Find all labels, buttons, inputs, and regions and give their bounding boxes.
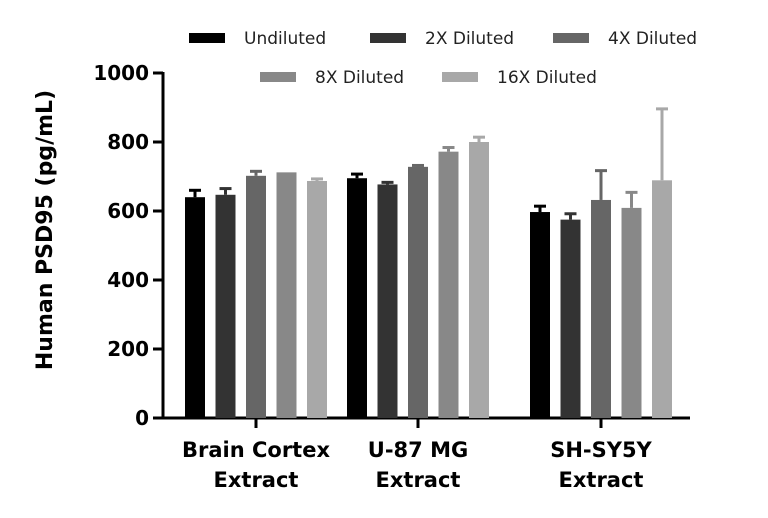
y-tick-label: 600	[107, 199, 149, 223]
bar	[307, 180, 327, 418]
y-tick-label: 800	[107, 130, 149, 154]
bar	[621, 207, 642, 418]
y-tick-label: 200	[107, 337, 149, 361]
y-tick-label: 400	[107, 268, 149, 292]
legend-swatch	[370, 33, 406, 43]
legend-swatch	[553, 33, 589, 43]
legend-swatch	[189, 33, 225, 43]
bar	[185, 197, 205, 418]
x-category-label: Extract	[214, 468, 299, 492]
legend-swatch	[260, 72, 296, 82]
bar	[215, 194, 236, 418]
legend-label: 16X Diluted	[497, 68, 597, 88]
y-axis: 0 200 400 600 800 1000	[93, 61, 165, 430]
bar	[469, 142, 489, 418]
bar	[276, 172, 297, 418]
legend-swatch	[442, 72, 478, 82]
legend-label: 2X Diluted	[425, 29, 514, 49]
legend-label: Undiluted	[244, 29, 326, 49]
legend-label: 8X Diluted	[315, 68, 404, 88]
bar	[560, 219, 581, 418]
x-category-label: SH-SY5Y	[550, 438, 652, 462]
x-category-label: U-87 MG	[368, 438, 468, 462]
bar	[347, 178, 367, 418]
x-axis: Brain Cortex Extract U-87 MG Extract SH-SY5Y…	[161, 416, 690, 492]
legend-label: 4X Diluted	[608, 29, 697, 49]
bar	[246, 175, 266, 418]
bar	[591, 199, 611, 418]
x-category-label: Extract	[376, 468, 461, 492]
bar	[408, 166, 428, 418]
bars	[185, 107, 672, 418]
bar	[652, 180, 672, 418]
y-tick-label: 1000	[93, 61, 149, 85]
legend: Undiluted 2X Diluted 4X Diluted 8X Diluted 1…	[189, 29, 697, 88]
y-axis-title: Human PSD95 (pg/mL)	[33, 90, 58, 370]
x-category-label: Brain Cortex	[182, 438, 330, 462]
bar	[530, 212, 550, 418]
y-tick-label: 0	[135, 406, 149, 430]
bar	[438, 151, 459, 418]
x-category-label: Extract	[559, 468, 644, 492]
bar	[377, 184, 398, 418]
